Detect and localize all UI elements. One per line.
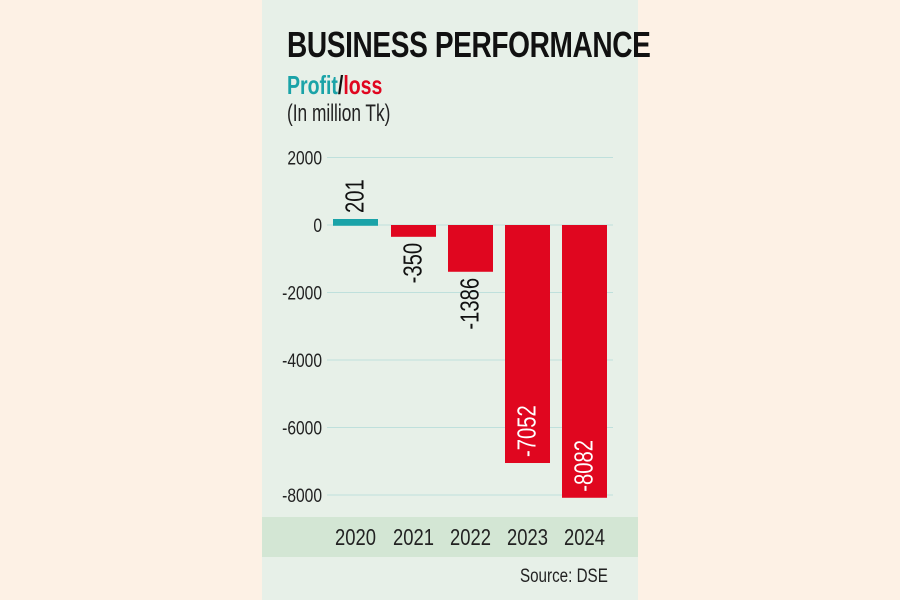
x-axis-band — [262, 517, 638, 557]
data-label: 201 — [340, 179, 369, 213]
bar-chart: 2000 0 -2000 -4000 -6000 -8000 201 2020 -350 2021… — [282, 147, 613, 551]
chart-title: BUSINESS PERFORMANCE — [287, 24, 651, 65]
x-tick-label: 2021 — [393, 525, 434, 550]
x-tick-label: 2023 — [507, 525, 548, 550]
data-label: -1386 — [455, 278, 484, 330]
y-tick-label: -2000 — [282, 282, 322, 304]
source-note: Source: DSE — [520, 566, 608, 587]
y-tick-label: 0 — [313, 215, 322, 237]
y-tick-label: -8000 — [282, 485, 322, 507]
bar-2020 — [333, 219, 378, 226]
separator: / — [337, 70, 344, 100]
loss-label: loss — [343, 70, 383, 100]
chart-subtitle: Profit/loss — [287, 70, 382, 101]
x-tick-label: 2024 — [564, 525, 605, 550]
data-label: -350 — [398, 243, 427, 284]
y-tick-label: 2000 — [287, 147, 322, 169]
data-label: -8082 — [569, 440, 598, 492]
bar-2023 — [505, 225, 550, 464]
data-label: -7052 — [512, 405, 541, 457]
bar-2022 — [448, 225, 493, 272]
bar-2021 — [391, 225, 436, 237]
chart-panel: BUSINESS PERFORMANCE Profit/loss (In mil… — [262, 0, 651, 600]
bar-2024 — [562, 225, 607, 498]
y-tick-label: -4000 — [282, 350, 322, 372]
profit-label: Profit — [287, 70, 338, 100]
x-tick-label: 2022 — [450, 525, 491, 550]
unit-label: (In million Tk) — [287, 100, 391, 127]
y-tick-label: -6000 — [282, 417, 322, 439]
x-tick-label: 2020 — [335, 525, 376, 550]
